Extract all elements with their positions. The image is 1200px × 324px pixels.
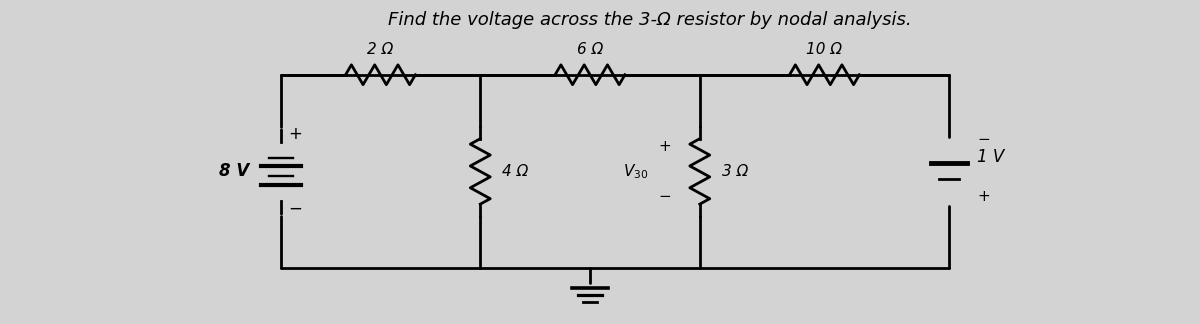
Text: +: + (659, 139, 671, 154)
Text: 8 V: 8 V (218, 162, 248, 180)
Text: −: − (659, 189, 671, 204)
Text: 4 Ω: 4 Ω (503, 164, 528, 179)
Text: −: − (289, 200, 302, 218)
Text: 1 V: 1 V (977, 147, 1004, 166)
Text: −: − (977, 132, 990, 147)
Text: +: + (289, 125, 302, 143)
Text: 10 Ω: 10 Ω (806, 42, 842, 57)
Text: 3 Ω: 3 Ω (721, 164, 748, 179)
Text: +: + (977, 189, 990, 204)
Text: 6 Ω: 6 Ω (577, 42, 604, 57)
Text: Find the voltage across the 3-Ω resistor by nodal analysis.: Find the voltage across the 3-Ω resistor… (388, 11, 912, 29)
Text: 2 Ω: 2 Ω (367, 42, 394, 57)
Text: $V_{30}$: $V_{30}$ (623, 162, 648, 181)
